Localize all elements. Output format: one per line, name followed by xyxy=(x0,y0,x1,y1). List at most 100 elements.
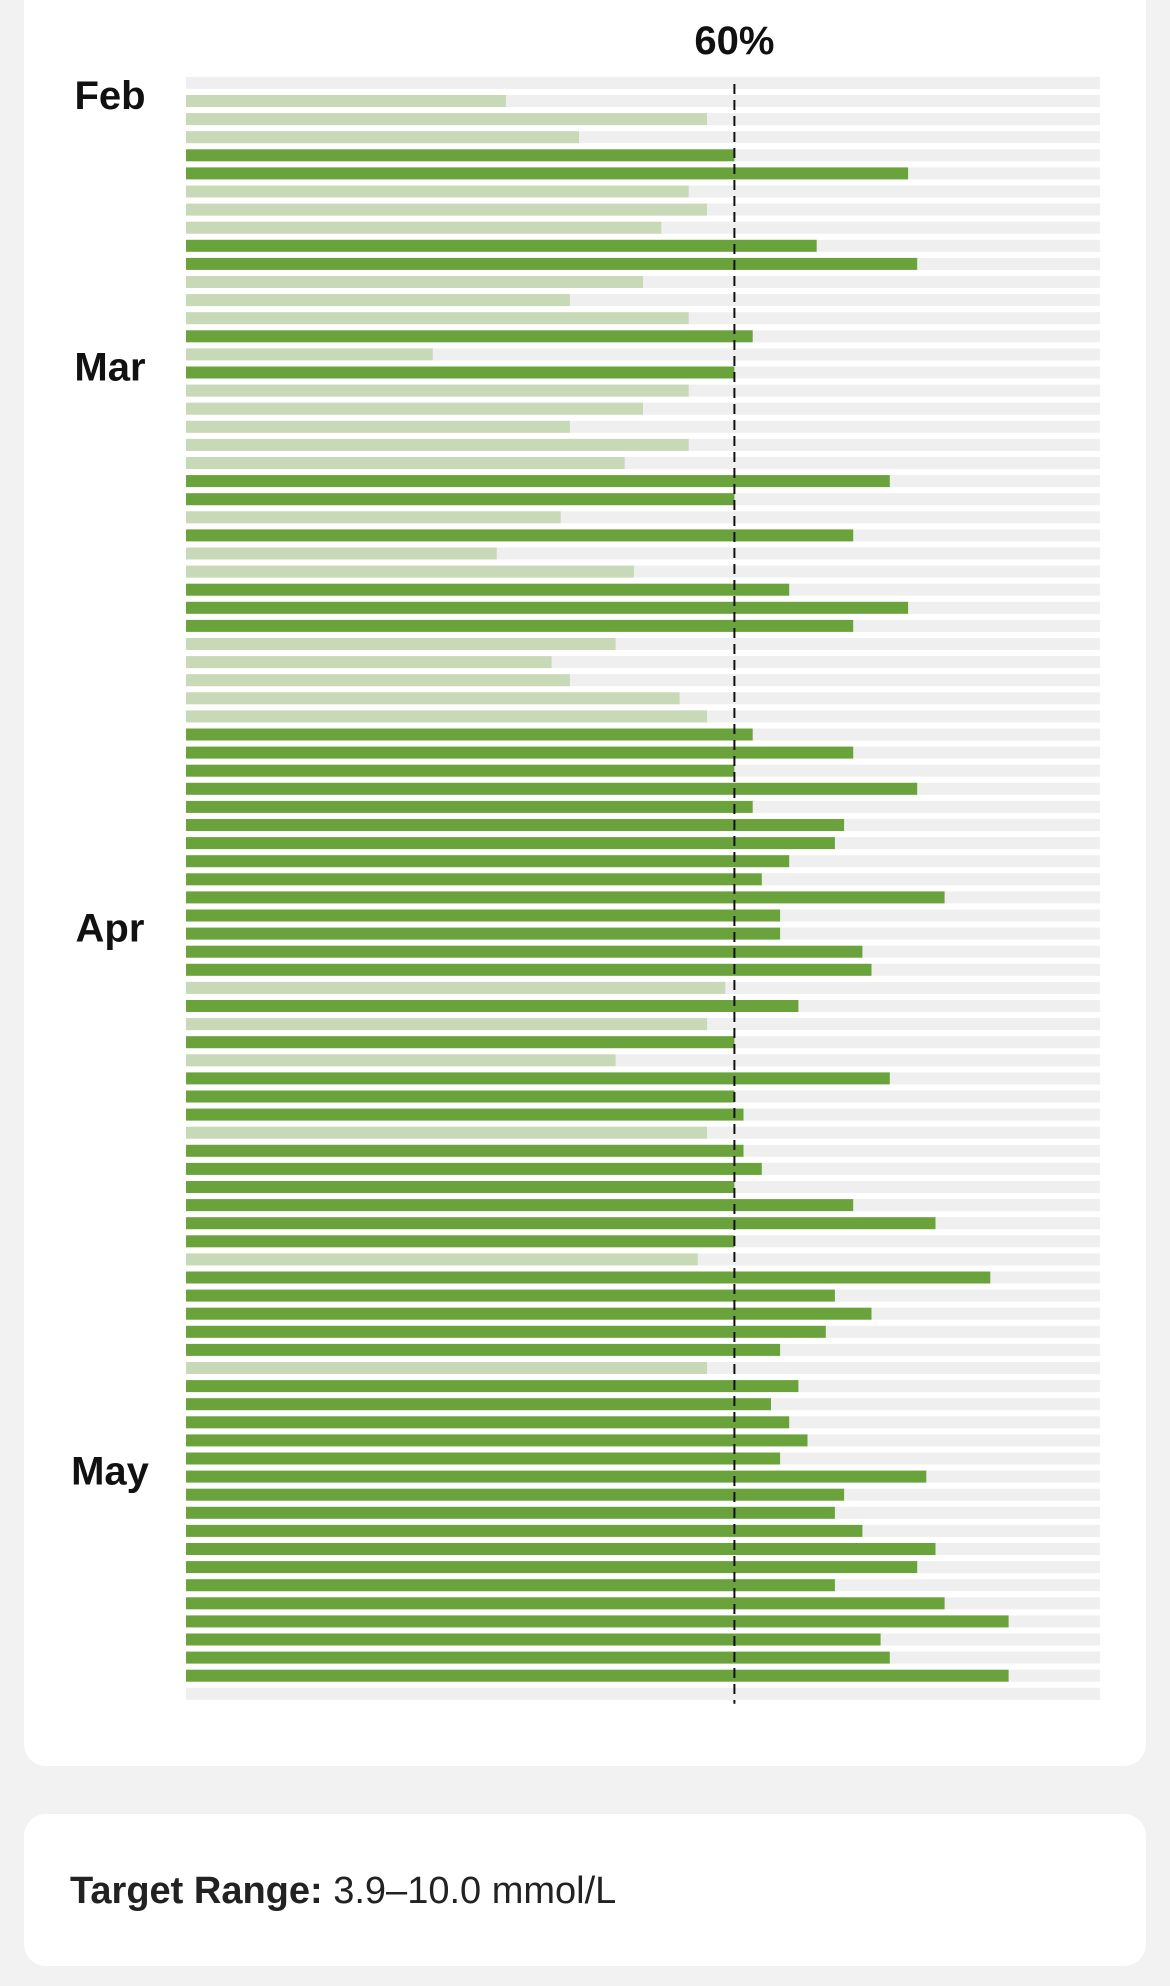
day-bar xyxy=(186,420,570,433)
day-bar xyxy=(186,1434,808,1447)
day-bar xyxy=(186,131,579,144)
day-bar xyxy=(186,1398,771,1411)
day-bar xyxy=(186,457,625,469)
day-bar xyxy=(186,1036,735,1049)
day-bar xyxy=(186,438,689,451)
day-bar xyxy=(186,1307,872,1320)
day-bar xyxy=(186,963,872,976)
day-bar xyxy=(186,945,863,958)
day-bar xyxy=(186,1380,799,1393)
day-bar xyxy=(186,909,781,922)
day-bar xyxy=(186,493,735,506)
day-bar xyxy=(186,583,790,596)
day-bar xyxy=(186,1561,918,1574)
day-bar xyxy=(186,1217,936,1230)
day-bar xyxy=(186,873,762,886)
day-bar xyxy=(186,113,707,126)
time-in-range-chart: 60% Feb Mar Apr May xyxy=(71,19,1100,1704)
day-bar xyxy=(186,475,890,488)
day-bar xyxy=(186,185,689,198)
day-bar xyxy=(186,674,570,687)
bar-track xyxy=(186,76,1100,89)
chart-card: 60% Feb Mar Apr May xyxy=(24,0,1146,1766)
day-bar xyxy=(186,1162,762,1175)
day-bar xyxy=(186,1452,781,1465)
day-bar xyxy=(186,294,570,307)
target-range-card: Target Range: 3.9–10.0 mmol/L xyxy=(24,1814,1146,1966)
month-label: Mar xyxy=(74,346,145,390)
target-range-value: 3.9–10.0 mmol/L xyxy=(333,1870,617,1912)
day-bar xyxy=(186,1416,790,1429)
day-bar xyxy=(186,800,753,813)
day-bar xyxy=(186,764,735,777)
day-bar xyxy=(186,402,643,415)
day-bar xyxy=(186,384,689,397)
day-bar xyxy=(186,366,735,379)
day-bar xyxy=(186,1235,735,1248)
day-bar xyxy=(186,1181,735,1193)
month-label: Feb xyxy=(74,74,145,118)
day-bar xyxy=(186,728,753,741)
day-bar xyxy=(186,1579,835,1592)
day-bar xyxy=(186,1524,863,1537)
day-bar xyxy=(186,710,707,723)
day-bar xyxy=(186,1362,707,1374)
month-label: May xyxy=(71,1450,150,1494)
day-bar xyxy=(186,837,835,850)
day-bar xyxy=(186,1271,991,1284)
day-bar xyxy=(186,891,945,904)
day-bar xyxy=(186,1018,707,1031)
day-bar xyxy=(186,1126,707,1139)
day-bar xyxy=(186,1488,845,1501)
day-bar xyxy=(186,95,506,107)
day-bar xyxy=(186,1108,744,1121)
day-bar xyxy=(186,1343,781,1356)
day-bar xyxy=(186,927,781,940)
day-bar xyxy=(186,1072,890,1085)
day-bar xyxy=(186,746,854,759)
day-bar xyxy=(186,1651,890,1664)
day-bar xyxy=(186,1506,835,1519)
day-bar xyxy=(186,149,735,162)
day-bar xyxy=(186,1054,616,1067)
month-labels: Feb Mar Apr May xyxy=(71,74,150,1494)
day-bar xyxy=(186,221,662,234)
day-bar xyxy=(186,565,634,578)
month-label: Apr xyxy=(76,907,145,951)
target-range: Target Range: 3.9–10.0 mmol/L xyxy=(70,1870,616,1913)
day-bar xyxy=(186,656,552,669)
day-bar xyxy=(186,601,909,614)
day-bar xyxy=(186,1199,854,1212)
day-bar xyxy=(186,1000,799,1012)
day-bar xyxy=(186,855,790,868)
day-bar xyxy=(186,1253,698,1266)
day-bar xyxy=(186,348,433,361)
threshold-label: 60% xyxy=(694,19,774,63)
day-bar xyxy=(186,1615,1009,1628)
day-bar xyxy=(186,276,643,288)
day-bar xyxy=(186,1144,744,1157)
day-bar xyxy=(186,981,726,994)
day-bar xyxy=(186,239,817,252)
bar-track xyxy=(186,1687,1100,1700)
target-range-label: Target Range: xyxy=(70,1870,323,1912)
day-bar xyxy=(186,511,561,524)
day-bar xyxy=(186,1669,1009,1682)
day-bar xyxy=(186,1090,735,1103)
day-bar xyxy=(186,782,918,795)
day-bar xyxy=(186,203,707,216)
day-bar xyxy=(186,1633,881,1646)
day-bar xyxy=(186,312,689,325)
day-bar xyxy=(186,619,854,632)
bars xyxy=(186,95,1009,1682)
day-bar xyxy=(186,529,854,542)
day-bar xyxy=(186,167,909,180)
day-bar xyxy=(186,257,918,270)
day-bar xyxy=(186,547,497,560)
day-bar xyxy=(186,819,845,831)
day-bar xyxy=(186,1597,945,1610)
day-bar xyxy=(186,638,616,650)
day-bar xyxy=(186,1289,835,1302)
day-bar xyxy=(186,692,680,705)
day-bar xyxy=(186,1470,927,1483)
